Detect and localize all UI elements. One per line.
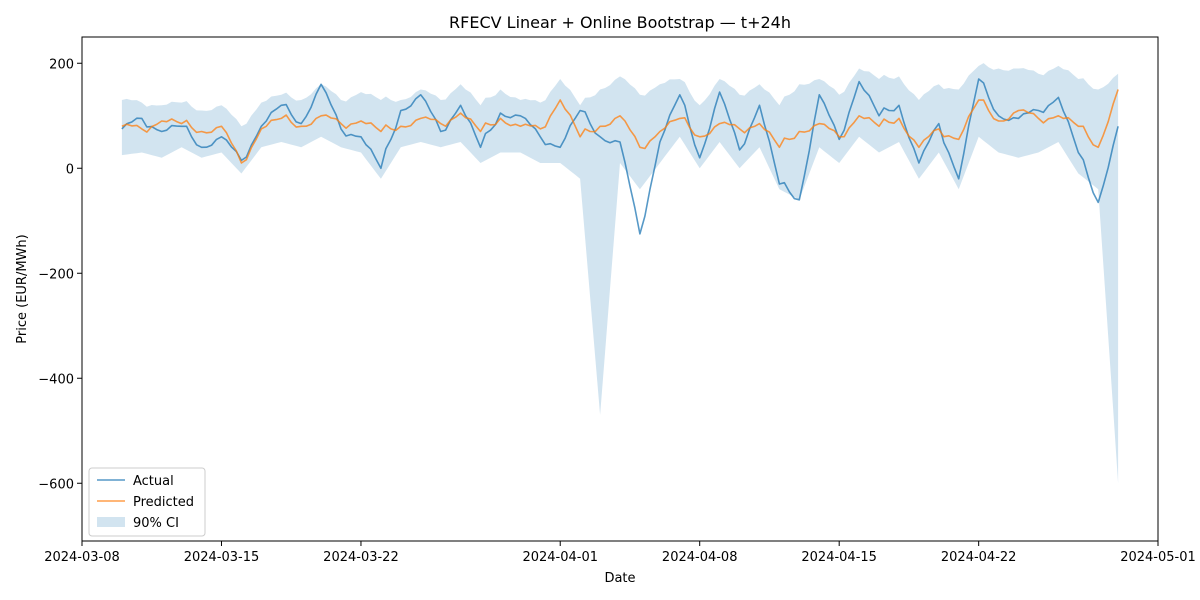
x-axis: 2024-03-08 2024-03-15 2024-03-22 2024-04-01… xyxy=(44,541,1196,565)
x-tick-label: 2024-04-01 xyxy=(522,550,598,565)
y-tick-label: −400 xyxy=(38,372,74,387)
y-axis-label: Price (EUR/MWh) xyxy=(15,234,30,343)
x-tick-label: 2024-04-15 xyxy=(801,550,877,565)
ci-band-layer xyxy=(121,63,1119,484)
y-axis: 200 0 −200 −400 −600 xyxy=(38,57,82,492)
x-tick-label: 2024-04-22 xyxy=(941,550,1017,565)
legend-swatch-90-ci xyxy=(97,517,125,527)
series-line-actual xyxy=(121,78,1119,235)
y-tick-label: −200 xyxy=(38,267,74,282)
x-tick-label: 2024-03-08 xyxy=(44,550,120,565)
ci-band xyxy=(121,63,1119,484)
x-axis-label: Date xyxy=(604,571,635,586)
series-lines-layer xyxy=(121,78,1119,235)
x-tick-label: 2024-04-08 xyxy=(662,550,738,565)
legend-label-predicted: Predicted xyxy=(133,495,194,510)
y-tick-label: 0 xyxy=(66,162,74,177)
legend-label-actual: Actual xyxy=(133,474,174,489)
series-line-predicted xyxy=(121,89,1119,164)
y-tick-label: −600 xyxy=(38,477,74,492)
x-tick-label: 2024-05-01 xyxy=(1120,550,1196,565)
y-tick-label: 200 xyxy=(49,57,74,72)
chart-title: RFECV Linear + Online Bootstrap — t+24h xyxy=(449,13,791,32)
plot-frame xyxy=(81,36,1159,542)
legend: Actual Predicted 90% CI xyxy=(88,467,206,537)
x-tick-label: 2024-03-15 xyxy=(184,550,260,565)
legend-frame xyxy=(88,467,206,537)
x-tick-label: 2024-03-22 xyxy=(323,550,399,565)
legend-label-90-ci: 90% CI xyxy=(133,516,179,531)
